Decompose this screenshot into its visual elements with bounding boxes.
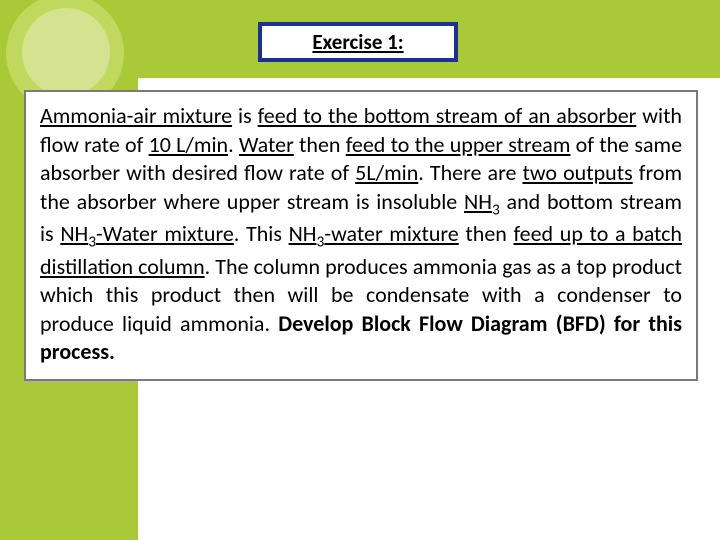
text-run: 5L/min (355, 159, 418, 186)
text-run: NH3-water mixture (289, 220, 459, 247)
text-run: Water (239, 131, 294, 158)
text-run: -Water mixture (96, 220, 234, 247)
title-text: Exercise 1: (312, 29, 403, 55)
decor-circle-inner (22, 8, 110, 96)
content-box: Ammonia-air mixture is feed to the botto… (24, 90, 698, 381)
text-run: is (232, 102, 258, 129)
text-run: . (228, 131, 239, 158)
text-run: NH3-Water mixture (60, 220, 233, 247)
text-run: feed to the upper stream (346, 131, 571, 158)
subscript: 3 (492, 200, 500, 219)
title-box: Exercise 1: (258, 22, 458, 62)
text-run: NH (464, 188, 492, 215)
text-run: feed to the bottom stream of an absorber (258, 102, 637, 129)
background-left-bottom (0, 392, 138, 540)
text-run: two outputs (523, 159, 633, 186)
text-run: 10 L/min (149, 131, 228, 158)
text-run: . There are (418, 159, 522, 186)
text-run: then (294, 131, 346, 158)
text-run: . This (234, 220, 289, 247)
text-run: Ammonia-air mixture (40, 102, 232, 129)
text-run: NH (60, 220, 88, 247)
exercise-paragraph: Ammonia-air mixture is feed to the botto… (40, 102, 682, 367)
text-run: then (459, 220, 514, 247)
text-run: -water mixture (324, 220, 458, 247)
text-run: NH3 (464, 188, 500, 215)
text-run: NH (289, 220, 317, 247)
subscript: 3 (88, 233, 96, 252)
